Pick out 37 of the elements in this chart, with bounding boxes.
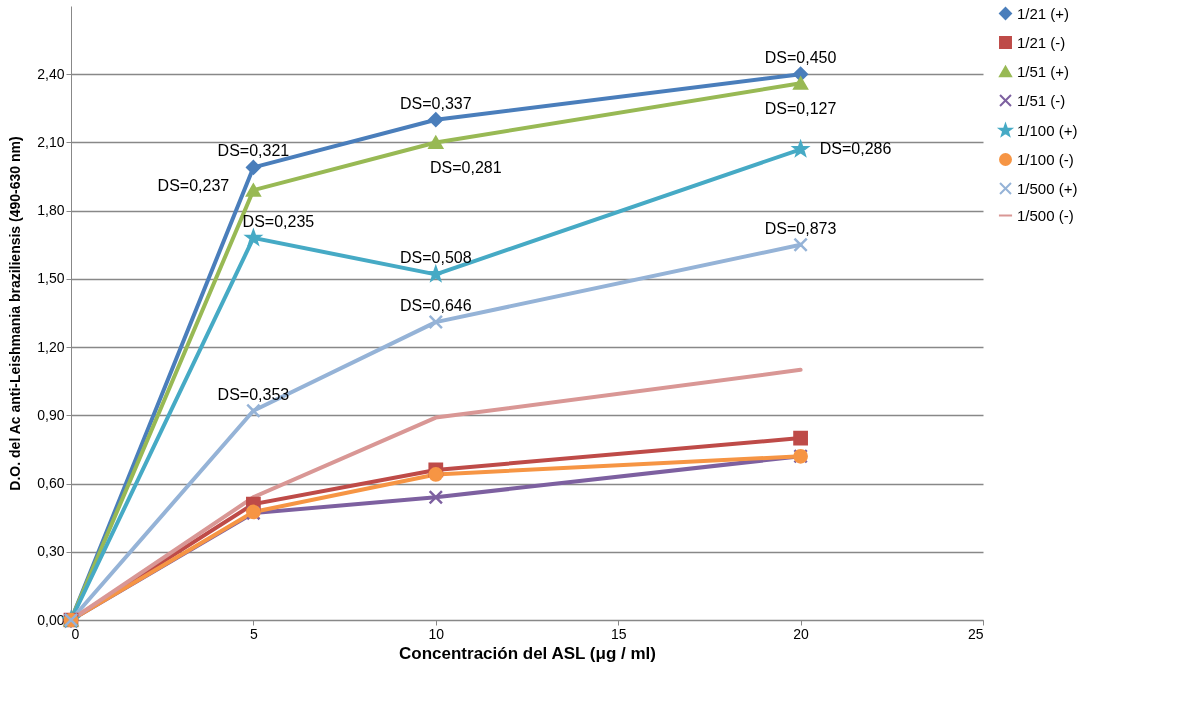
y-tick-label: 2,40 — [37, 65, 65, 82]
legend-label: 1/500 (-) — [1017, 206, 1074, 224]
x-tick-label: 0 — [71, 625, 80, 642]
y-tick-label: 0,90 — [37, 406, 65, 423]
legend-label: 1/100 (+) — [1017, 121, 1078, 139]
y-tick-label: 2,10 — [37, 133, 65, 150]
annotation: DS=0,235 — [242, 212, 315, 230]
legend-label: 1/100 (-) — [1017, 150, 1074, 168]
y-tick-label: 1,50 — [37, 270, 65, 287]
annotation: DS=0,321 — [217, 142, 290, 160]
annotation: DS=0,127 — [764, 100, 837, 118]
y-tick-label: 0,00 — [37, 611, 65, 628]
legend-label: 1/21 (-) — [1017, 33, 1066, 51]
x-tick-label: 20 — [793, 625, 810, 642]
annotation: DS=0,873 — [764, 219, 837, 237]
annotation: DS=0,646 — [400, 297, 472, 315]
y-tick-label: 0,60 — [37, 475, 65, 492]
annotation: DS=0,286 — [819, 140, 892, 158]
y-axis-title: D.O. del Ac anti-Leishmania braziliensis (490-630 nm) — [7, 136, 24, 491]
y-tick-label: 0,30 — [37, 543, 65, 560]
annotation: DS=0,450 — [764, 49, 837, 67]
legend-label: 1/51 (-) — [1017, 91, 1066, 109]
y-tick-label: 1,20 — [37, 338, 65, 355]
annotation: DS=0,508 — [400, 249, 472, 267]
x-tick-label: 25 — [967, 625, 984, 642]
annotation: DS=0,337 — [400, 94, 472, 112]
x-tick-label: 10 — [428, 625, 445, 642]
annotation: DS=0,353 — [217, 385, 290, 403]
x-tick-label: 5 — [250, 625, 258, 642]
x-axis-title: Concentración del ASL (μg / ml) — [399, 643, 656, 663]
legend-label: 1/51 (+) — [1017, 62, 1070, 80]
y-tick-label: 1,80 — [37, 202, 65, 219]
legend-label: 1/21 (+) — [1017, 4, 1070, 22]
x-tick-label: 15 — [610, 625, 627, 642]
annotation: DS=0,281 — [430, 159, 502, 177]
legend-label: 1/500 (+) — [1017, 179, 1078, 197]
annotation: DS=0,237 — [157, 177, 230, 195]
